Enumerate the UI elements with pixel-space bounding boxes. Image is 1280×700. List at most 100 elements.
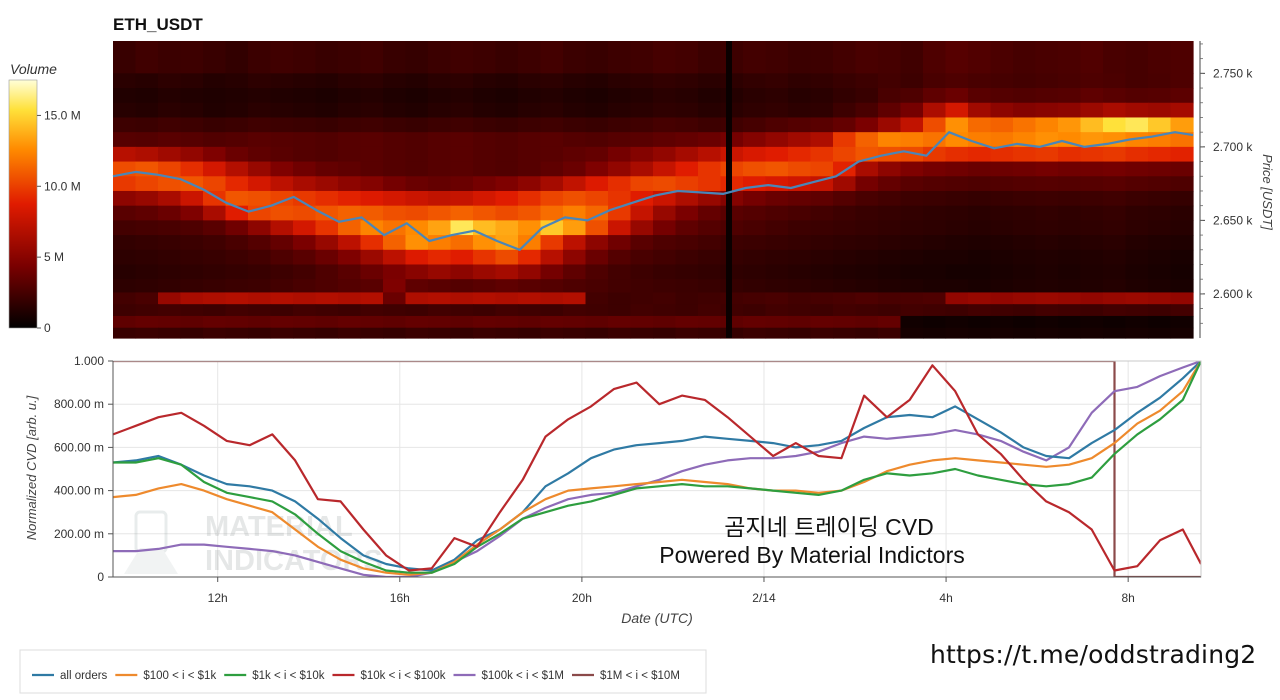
heatmap-cell [945,315,969,329]
heatmap-cell [473,292,497,305]
heatmap-cell [1170,41,1194,74]
legend: all orders $100 < i < $1k $1k < i < $10k $1… [19,649,707,694]
heatmap-cell [1080,235,1104,251]
heatmap-cell [383,249,407,266]
heatmap-cell [360,146,384,163]
heatmap-cell [855,315,879,329]
heatmap-cell [1170,161,1194,177]
heatmap-cell [1125,279,1149,294]
heatmap-cell [248,190,272,207]
heatmap-cell [1125,264,1149,280]
heatmap-cell [518,102,542,119]
heatmap-cell [1058,102,1082,119]
heatmap-cell [630,292,654,305]
heatmap-cell [203,161,227,177]
heatmap-cell [293,102,317,119]
heatmap-cell [563,161,587,177]
heatmap-cell [945,249,969,266]
watermark: MATERIAL INDICATORS [124,510,383,577]
heatmap-cell [180,315,204,329]
heatmap-cell [270,176,294,192]
heatmap-cell [135,304,159,317]
heatmap-cell [383,190,407,207]
heatmap-cell [1035,205,1059,221]
heatmap-cell [180,205,204,221]
heatmap-cell [203,102,227,119]
heatmap-cell [405,249,429,266]
heatmap-cell [225,102,249,119]
heatmap-cell [675,205,699,221]
heatmap-cell [563,292,587,305]
heatmap-cell [113,249,137,266]
heatmap-cell [608,132,632,148]
heatmap-cell [630,264,654,280]
heatmap-cell [878,264,902,280]
heatmap-cell [405,102,429,119]
heatmap-cell [855,73,879,89]
heatmap-cell [923,279,947,294]
heatmap-cell [428,220,452,236]
heatmap-cell [495,161,519,177]
heatmap-cell [113,220,137,236]
heatmap-cell [1058,146,1082,163]
heatmap-cell [203,327,227,339]
heatmap-cell [990,73,1014,89]
heatmap-cell [315,176,339,192]
heatmap-cell [990,161,1014,177]
heatmap-cell [203,73,227,89]
heatmap-cell [383,327,407,339]
heatmap-cell [270,102,294,119]
heatmap-cell [810,315,834,329]
heatmap-cell [1035,88,1059,104]
heatmap-cell [158,161,182,177]
heatmap-cell [315,190,339,207]
heatmap-cell [248,41,272,74]
heatmap-cell [315,161,339,177]
heatmap-cell [338,117,362,133]
heatmap-cell [428,117,452,133]
heatmap-cell [1148,176,1172,192]
heatmap-cell [900,327,924,339]
heatmap-cell [405,41,429,74]
heatmap-cell [1035,161,1059,177]
heatmap-cell [833,88,857,104]
heatmap-cell [675,41,699,74]
heatmap-cell [1103,176,1127,192]
heatmap-cell [765,235,789,251]
heatmap-cell [270,220,294,236]
heatmap-cell [855,41,879,74]
heatmap-cell [810,88,834,104]
heatmap-cell [293,249,317,266]
heatmap-cell [338,146,362,163]
heatmap-cell [608,146,632,163]
heatmap-cell [608,315,632,329]
heatmap-cell [518,315,542,329]
heatmap-cell [563,304,587,317]
heatmap-cell [203,176,227,192]
heatmap-cell [473,315,497,329]
heatmap-cell [720,315,744,329]
heatmap-cell [495,304,519,317]
heatmap-cell [608,190,632,207]
heatmap-cell [225,279,249,294]
heatmap-cell [675,292,699,305]
heatmap-cell [450,41,474,74]
cvd-y-ticks: 1.000 800.00 m 600.00 m 400.00 m 200.00 m 0 [54,354,113,584]
heatmap-cell [945,88,969,104]
heatmap-cell [720,41,744,74]
heatmap-cell [270,264,294,280]
heatmap-cell [383,41,407,74]
heatmap-cell [1148,235,1172,251]
heatmap-cell [1013,205,1037,221]
heatmap-cell [788,235,812,251]
heatmap-cell [698,205,722,221]
heatmap-cell [225,132,249,148]
heatmap-cell [945,132,969,148]
heatmap-cell [698,41,722,74]
heatmap-cell [405,176,429,192]
heatmap-cell [653,41,677,74]
heatmap-cell [900,161,924,177]
heatmap-cell [405,161,429,177]
heatmap-cell [540,304,564,317]
telegram-link[interactable]: https://t.me/oddstrading2 [930,640,1257,669]
